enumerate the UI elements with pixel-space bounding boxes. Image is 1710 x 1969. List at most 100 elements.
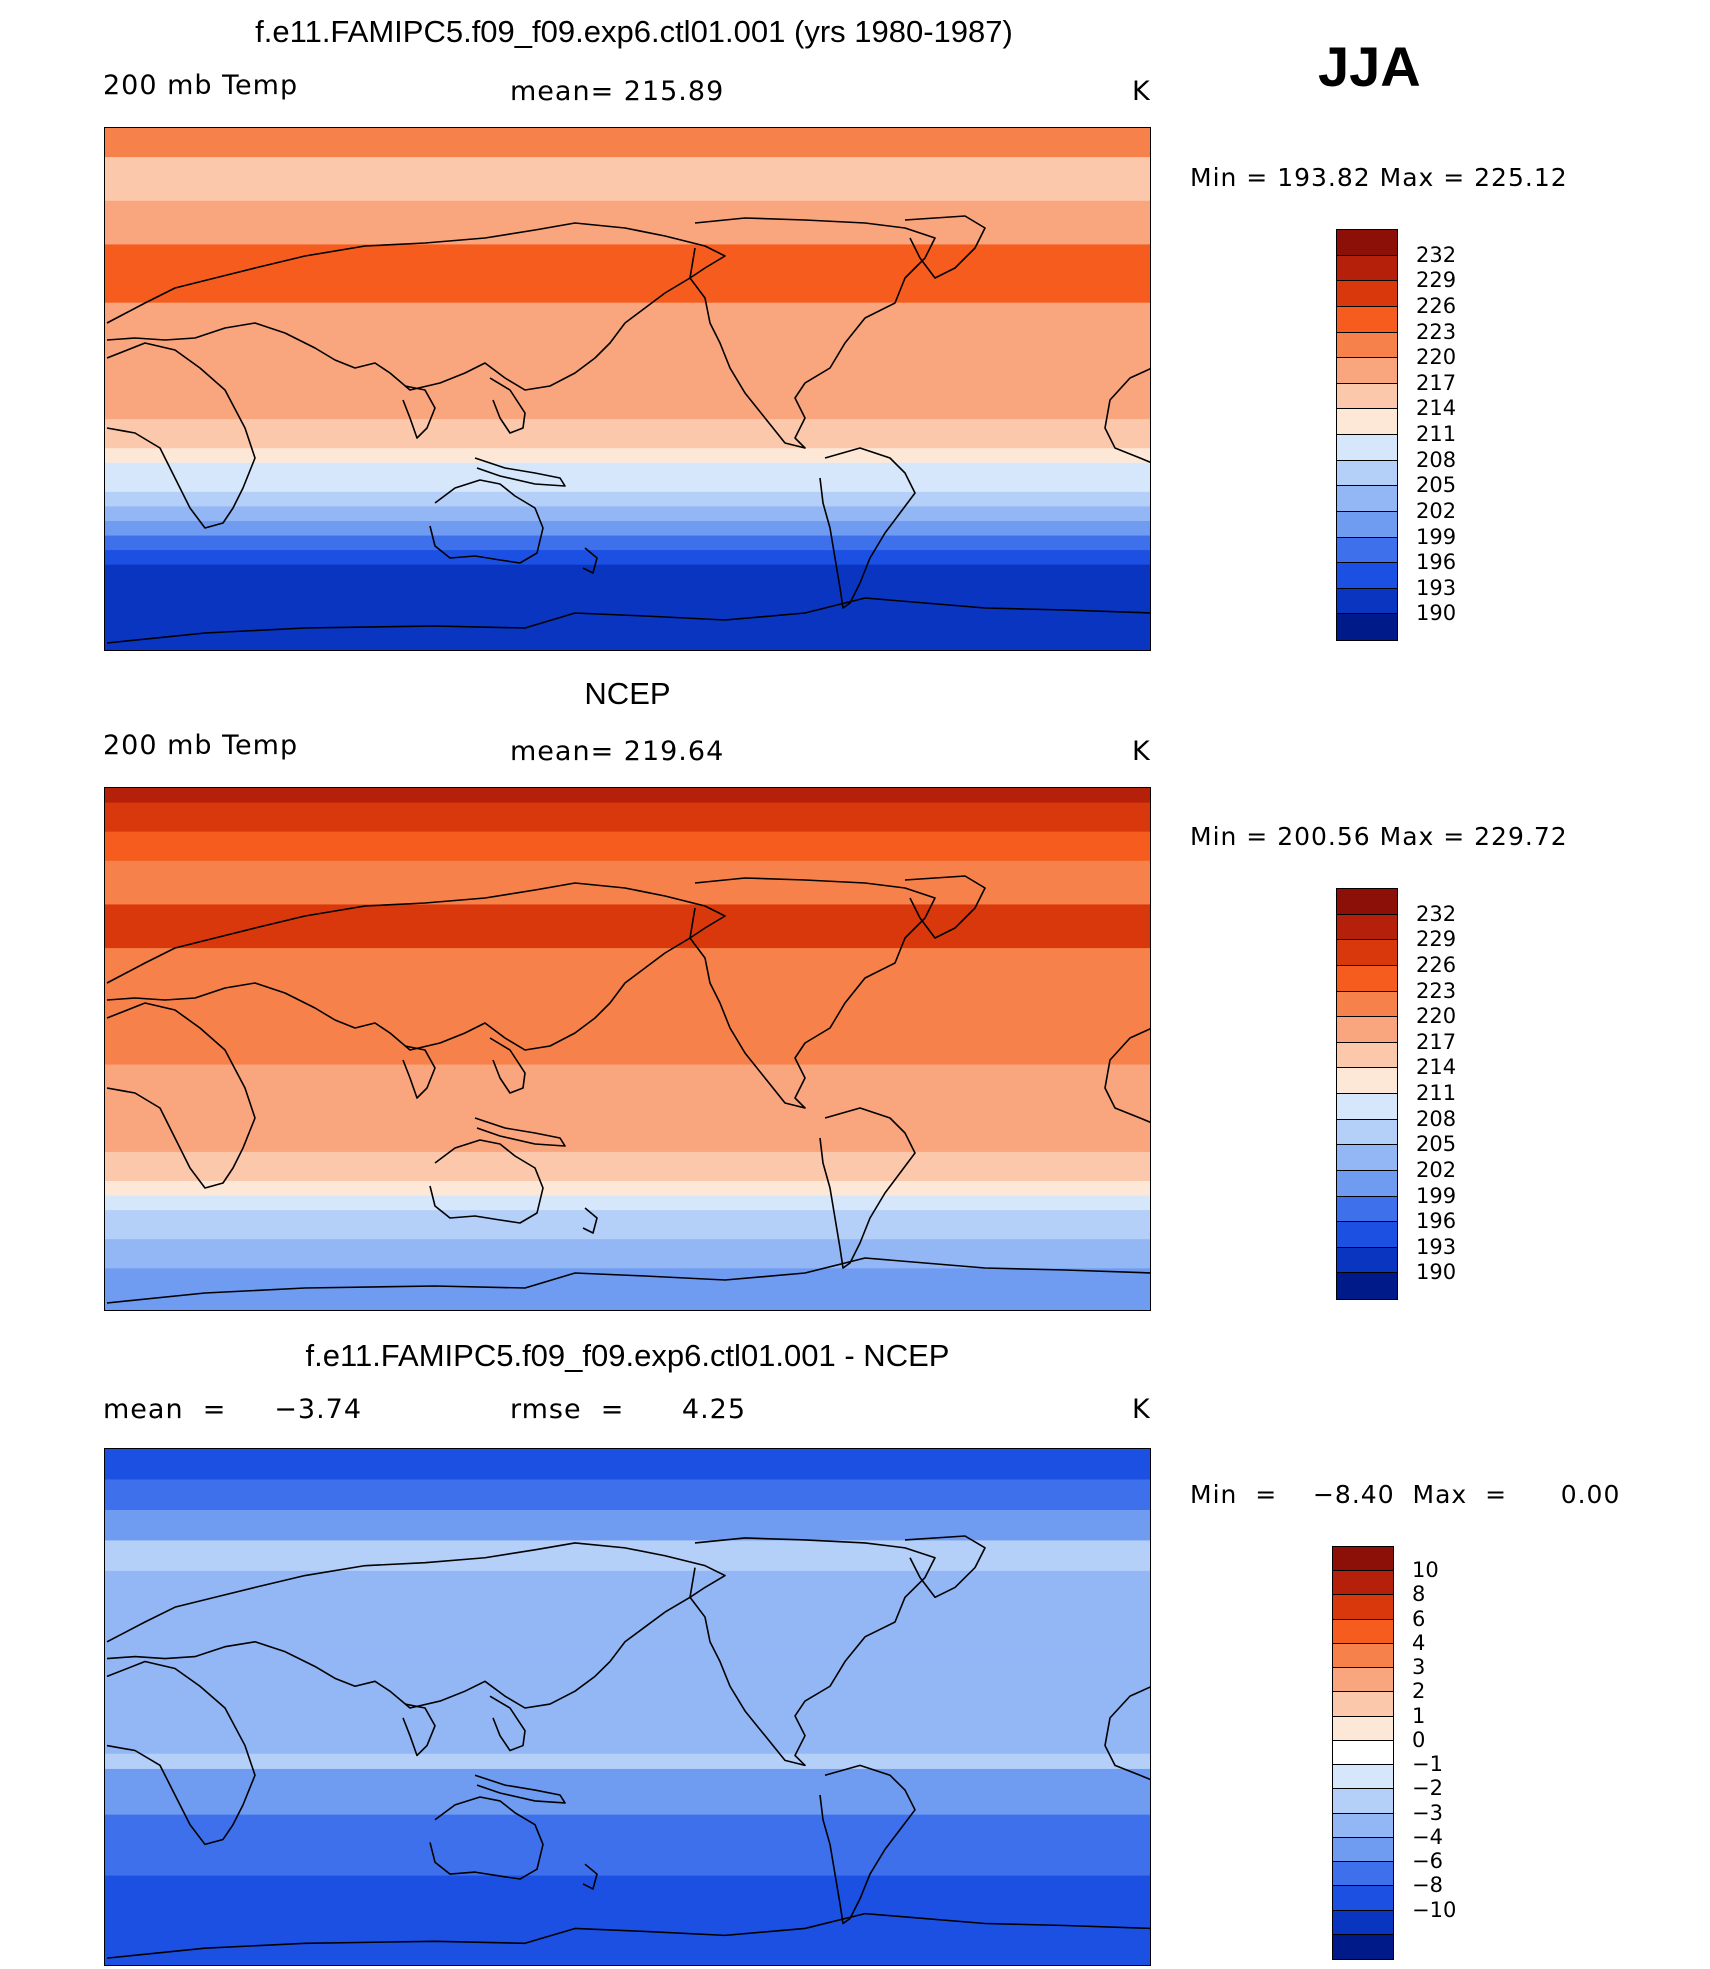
coastline: [904, 1535, 986, 1599]
coastline: [106, 1542, 726, 1709]
temperature-band: [105, 1195, 1150, 1212]
coastline: [106, 597, 1150, 644]
colorbar-label: 214: [1416, 1055, 1457, 1080]
panel-2-title: NCEP: [584, 676, 671, 711]
temperature-band: [105, 802, 1150, 833]
colorbar-label: 196: [1416, 550, 1457, 575]
coastline: [489, 377, 526, 434]
coastline: [106, 222, 726, 391]
colorbar-label: 208: [1416, 447, 1457, 472]
colorbar-swatch: [1337, 332, 1397, 359]
colorbar-swatch: [1337, 1145, 1397, 1171]
coastline: [106, 1002, 256, 1189]
coastline: [819, 1764, 916, 1925]
colorbar-swatch: [1337, 914, 1397, 941]
coastline: [106, 882, 726, 1051]
panel-3-minmax: Min = −8.40 Max = 0.00: [1190, 1480, 1621, 1509]
coastline: [689, 1537, 936, 1767]
coastline: [1104, 368, 1150, 464]
coastline-layer: [106, 1535, 1150, 1959]
panel-3-map: [104, 1448, 1151, 1966]
colorbar-swatch: [1337, 1247, 1397, 1274]
colorbar-swatch: [1337, 1119, 1397, 1146]
colorbar-label: 220: [1416, 1004, 1457, 1029]
colorbar-swatch: [1337, 537, 1397, 564]
colorbar-swatch: [1337, 991, 1397, 1018]
panel-3-units: K: [1132, 1394, 1151, 1425]
colorbar-label: 205: [1416, 473, 1457, 498]
colorbar-swatch: [1337, 511, 1397, 538]
panel-2-map: [104, 787, 1151, 1311]
colorbar-label: 226: [1416, 293, 1457, 318]
colorbar-swatch: [1337, 1017, 1397, 1043]
colorbar-swatch: [1337, 358, 1397, 384]
coastline: [819, 1107, 916, 1269]
coastline: [489, 1037, 526, 1094]
temperature-band: [105, 1753, 1150, 1770]
temperature-band: [105, 1814, 1150, 1847]
colorbar-label: 211: [1416, 1081, 1457, 1105]
panel-2-colorbar: [1336, 888, 1398, 1300]
colorbar-swatch: [1337, 1196, 1397, 1223]
colorbar-swatch: [1337, 965, 1397, 992]
temperature-band: [105, 831, 1150, 862]
colorbar-swatch: [1337, 1222, 1397, 1248]
colorbar-swatch: [1337, 1068, 1397, 1094]
temperature-band: [105, 506, 1150, 522]
colorbar-label: 217: [1416, 370, 1457, 395]
colorbar-swatch: [1337, 1273, 1397, 1299]
colorbar-swatch: [1333, 1619, 1393, 1644]
temperature-band: [105, 1210, 1150, 1241]
coastline: [1104, 1028, 1150, 1124]
colorbar-label: 208: [1416, 1106, 1457, 1131]
colorbar-label: 232: [1416, 901, 1457, 926]
colorbar-label: 2: [1412, 1679, 1426, 1704]
temperature-band: [105, 1006, 1150, 1066]
panel-1-minmax: Min = 193.82 Max = 225.12: [1190, 163, 1568, 192]
temperature-band: [105, 360, 1150, 421]
temperature-band: [105, 521, 1150, 537]
panel-3-title: f.e11.FAMIPC5.f09_f09.exp6.ctl01.001 - N…: [305, 1338, 950, 1373]
colorbar-swatch: [1333, 1740, 1393, 1766]
colorbar-swatch: [1337, 409, 1397, 435]
coastline: [429, 1139, 544, 1224]
coastline: [106, 1257, 1150, 1304]
colorbar-swatch: [1337, 1170, 1397, 1197]
colorbar-label: 217: [1416, 1029, 1457, 1054]
colorbar-swatch: [1337, 230, 1397, 256]
colorbar-swatch: [1333, 1765, 1393, 1790]
temperature-band: [105, 1768, 1150, 1816]
temperature-band: [105, 1509, 1150, 1542]
coastline: [106, 1912, 1150, 1959]
colorbar-label: −1: [1412, 1752, 1443, 1777]
colorbar-swatch: [1337, 255, 1397, 282]
coastline: [429, 479, 544, 564]
colorbar-label: −3: [1412, 1800, 1443, 1825]
coastline: [429, 1796, 544, 1880]
panel-3-map-svg: [105, 1449, 1150, 1965]
temperature-band: [105, 1540, 1150, 1572]
temperature-band: [105, 1108, 1150, 1153]
colorbar-swatch: [1333, 1862, 1393, 1887]
panel-2-map-svg: [105, 788, 1150, 1310]
colorbar-swatch: [1337, 940, 1397, 966]
coastline: [474, 1117, 566, 1147]
temperature-band: [105, 550, 1150, 566]
temperature-band: [105, 419, 1150, 450]
temperature-band: [105, 302, 1150, 362]
coastline: [582, 1863, 598, 1890]
colorbar-label: 1: [1412, 1703, 1426, 1728]
colorbar-label: 229: [1416, 927, 1457, 952]
colorbar-label: −4: [1412, 1824, 1443, 1849]
colorbar-swatch: [1337, 614, 1397, 640]
temperature-band: [105, 1181, 1150, 1197]
colorbar-label: 223: [1416, 978, 1457, 1003]
temperature-band: [105, 535, 1150, 552]
colorbar-label: 226: [1416, 952, 1457, 977]
panel-2-units: K: [1132, 736, 1151, 767]
colorbar-label: 8: [1412, 1582, 1426, 1607]
temperature-band: [105, 244, 1150, 304]
panel-1-map: [104, 127, 1151, 651]
colorbar-swatch: [1337, 563, 1397, 589]
coastline: [1104, 1686, 1150, 1781]
